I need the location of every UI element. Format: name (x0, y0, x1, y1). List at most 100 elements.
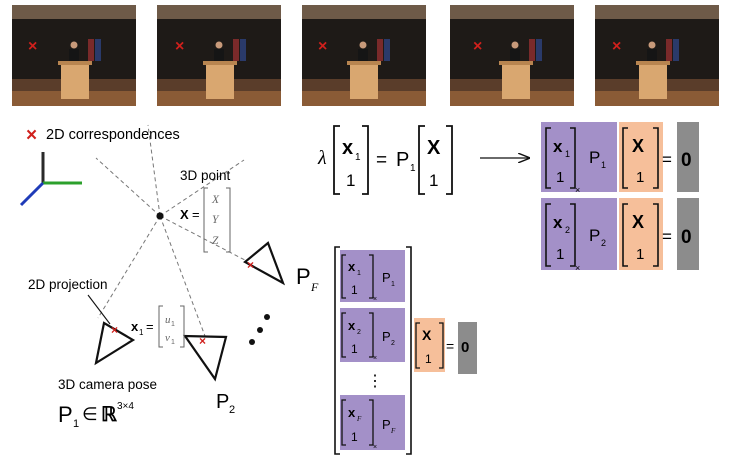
svg-text:F: F (390, 427, 396, 435)
svg-text:2: 2 (601, 238, 606, 248)
svg-text:P: P (396, 149, 409, 171)
svg-text:x: x (348, 259, 356, 274)
svg-text:1: 1 (410, 163, 416, 174)
video-frame: × (157, 5, 281, 106)
svg-text:x: x (553, 137, 563, 156)
frame-marker-icon: × (473, 38, 482, 55)
svg-text:1: 1 (601, 160, 606, 170)
projection-marker-icon: × (111, 323, 118, 337)
stack-row-2: x 2 1 × P 2 X 1 = 0 (541, 198, 699, 273)
svg-text:P: P (216, 391, 229, 413)
legend-text: 2D correspondences (46, 127, 180, 143)
camera-pf-label: P F (296, 264, 319, 294)
svg-text:x: x (348, 318, 356, 333)
svg-text:x: x (131, 319, 139, 334)
video-frame: × (450, 5, 574, 106)
svg-text:λ: λ (317, 147, 327, 169)
svg-text:0: 0 (681, 227, 692, 248)
svg-text:X: X (180, 207, 189, 222)
big-matrix: x 1 1 × P 1 x 2 1 × P 2 ⋮ x F 1 × P F X … (334, 246, 477, 455)
camera-p2-icon (182, 334, 228, 382)
projection-2d-label: 2D projection (28, 277, 108, 292)
svg-text:=: = (192, 207, 200, 222)
camera-pose-label: 3D camera pose (58, 377, 157, 392)
svg-text:1: 1 (357, 270, 361, 277)
svg-text:1: 1 (171, 321, 175, 328)
svg-text:X: X (632, 136, 644, 156)
more-cameras-dots (249, 314, 270, 345)
svg-text:P: P (589, 148, 600, 167)
proj-vector: x 1 = u 1 v 1 (131, 305, 185, 348)
svg-text:x: x (553, 213, 563, 232)
svg-text:1: 1 (351, 430, 358, 444)
svg-text:P: P (589, 226, 600, 245)
svg-text:=: = (146, 319, 154, 334)
svg-text:X: X (422, 327, 432, 343)
svg-text:×: × (575, 185, 580, 195)
svg-text:X: X (211, 194, 220, 206)
svg-text:P: P (58, 402, 73, 427)
camera-p2-label: P 2 (216, 391, 235, 416)
video-frame: × (302, 5, 426, 106)
svg-text:u: u (165, 314, 171, 326)
svg-text:1: 1 (73, 418, 79, 430)
svg-text:1: 1 (351, 283, 358, 297)
video-frame: × (12, 5, 136, 106)
svg-text:ℝ: ℝ (101, 404, 118, 426)
video-frames: × × × × × (12, 5, 719, 106)
svg-text:1: 1 (351, 342, 358, 356)
stack-row-1: x 1 1 × P 1 X 1 = 0 (541, 122, 699, 195)
svg-text:X: X (427, 137, 441, 159)
vertical-dots-icon: ⋮ (367, 373, 383, 390)
svg-text:×: × (373, 296, 377, 303)
svg-text:∈: ∈ (82, 404, 98, 424)
legend-marker-icon: × (26, 125, 37, 146)
projection-pointer (87, 294, 111, 325)
camera-pose-formula: P 1 ∈ ℝ 3×4 (58, 401, 134, 430)
svg-text:×: × (373, 444, 377, 451)
svg-text:×: × (575, 263, 580, 273)
svg-text:1: 1 (425, 352, 432, 366)
svg-text:3×4: 3×4 (117, 401, 134, 412)
svg-text:P: P (296, 264, 311, 289)
frame-marker-icon: × (612, 38, 621, 55)
projection-equation: λ x 1 1 = P 1 X 1 (317, 125, 453, 195)
camera-pf-icon (243, 241, 286, 286)
svg-text:1: 1 (636, 169, 644, 186)
video-frame: × (595, 5, 719, 106)
svg-text:1: 1 (636, 246, 644, 263)
projection-marker-icon: × (199, 334, 206, 348)
projection-rays (95, 124, 269, 337)
coordinate-axes-icon (19, 152, 82, 207)
svg-text:1: 1 (565, 149, 570, 159)
svg-text:P: P (382, 417, 391, 432)
svg-text:1: 1 (391, 281, 395, 288)
frame-marker-icon: × (318, 38, 327, 55)
svg-text:×: × (373, 355, 377, 362)
svg-text:1: 1 (355, 152, 361, 163)
svg-text:1: 1 (139, 328, 144, 337)
svg-text:1: 1 (429, 171, 438, 190)
svg-text:x: x (348, 405, 356, 420)
svg-text:F: F (356, 415, 362, 423)
svg-text:=: = (662, 227, 672, 246)
svg-text:2: 2 (229, 404, 235, 416)
svg-text:P: P (382, 329, 391, 344)
svg-text:0: 0 (681, 150, 692, 171)
point-3d-dot (156, 212, 164, 220)
svg-text:2: 2 (565, 225, 570, 235)
legend: × 2D correspondences (26, 125, 180, 146)
frame-marker-icon: × (28, 38, 37, 55)
svg-text:F: F (310, 280, 319, 294)
svg-text:1: 1 (556, 169, 564, 186)
svg-text:2: 2 (391, 340, 395, 347)
camera-p1-icon (94, 321, 136, 366)
projection-marker-icon: × (247, 258, 254, 272)
svg-text:x: x (342, 137, 353, 159)
svg-text:1: 1 (171, 339, 175, 346)
svg-text:2: 2 (357, 329, 361, 336)
svg-text:=: = (376, 150, 387, 171)
svg-text:P: P (382, 270, 391, 285)
point-vector: X = X Y Z (180, 187, 231, 253)
